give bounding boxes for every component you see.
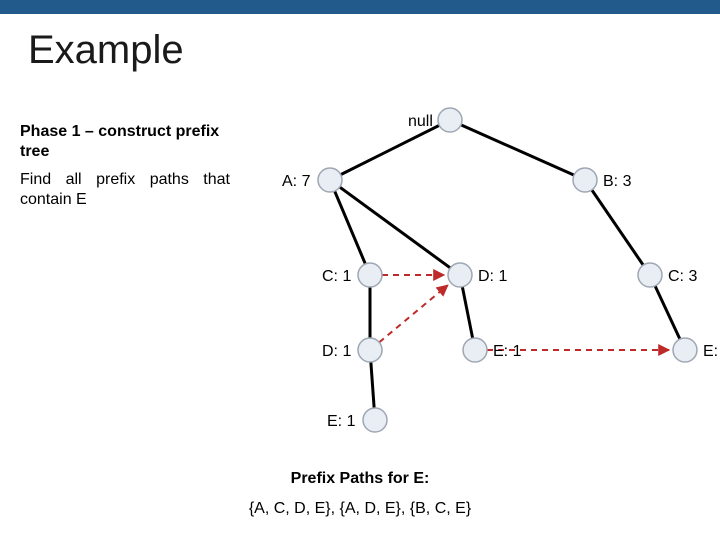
tree-node-label: null xyxy=(408,113,433,130)
tree-edge xyxy=(461,125,574,175)
tree-node-label: D: 1 xyxy=(478,268,507,285)
slide-title: Example xyxy=(28,28,184,73)
tree-node xyxy=(573,168,597,192)
tree-edge xyxy=(655,286,680,339)
tree-node xyxy=(363,408,387,432)
tree-edge xyxy=(462,287,472,338)
phase-text: Phase 1 – construct prefix tree xyxy=(20,122,230,162)
tree-node-label: A: 7 xyxy=(282,173,311,190)
tree-node xyxy=(638,263,662,287)
tree-edge xyxy=(341,125,440,174)
tree-node-label: C: 3 xyxy=(668,268,697,285)
tree-node xyxy=(358,338,382,362)
tree-node-label: E: 1 xyxy=(703,343,720,360)
top-bar xyxy=(0,0,720,14)
tree-node xyxy=(673,338,697,362)
tree-node-label: B: 3 xyxy=(603,173,632,190)
tree-node-label: E: 1 xyxy=(327,413,356,430)
tree-edge xyxy=(371,362,374,408)
tree-edge xyxy=(592,190,643,265)
tree-node-label: D: 1 xyxy=(322,343,351,360)
tree-node xyxy=(463,338,487,362)
tree-node xyxy=(438,108,462,132)
tree-node xyxy=(318,168,342,192)
tree-node-label: E: 1 xyxy=(493,343,522,360)
tree-node xyxy=(358,263,382,287)
footer-title: Prefix Paths for E: xyxy=(0,470,720,488)
description-text: Find all prefix paths that contain E xyxy=(20,170,230,210)
tree-node-label: C: 1 xyxy=(322,268,351,285)
prefix-tree-diagram: null A: 7 B: 3 C: 1 D: 1 C: 3 D: 1 E: 1 E: 1 E: 1 xyxy=(250,95,720,435)
tree-link-dashed xyxy=(379,285,447,342)
tree-edge xyxy=(340,187,451,268)
footer-paths: {A, C, D, E}, {A, D, E}, {B, C, E} xyxy=(0,500,720,518)
tree-node xyxy=(448,263,472,287)
